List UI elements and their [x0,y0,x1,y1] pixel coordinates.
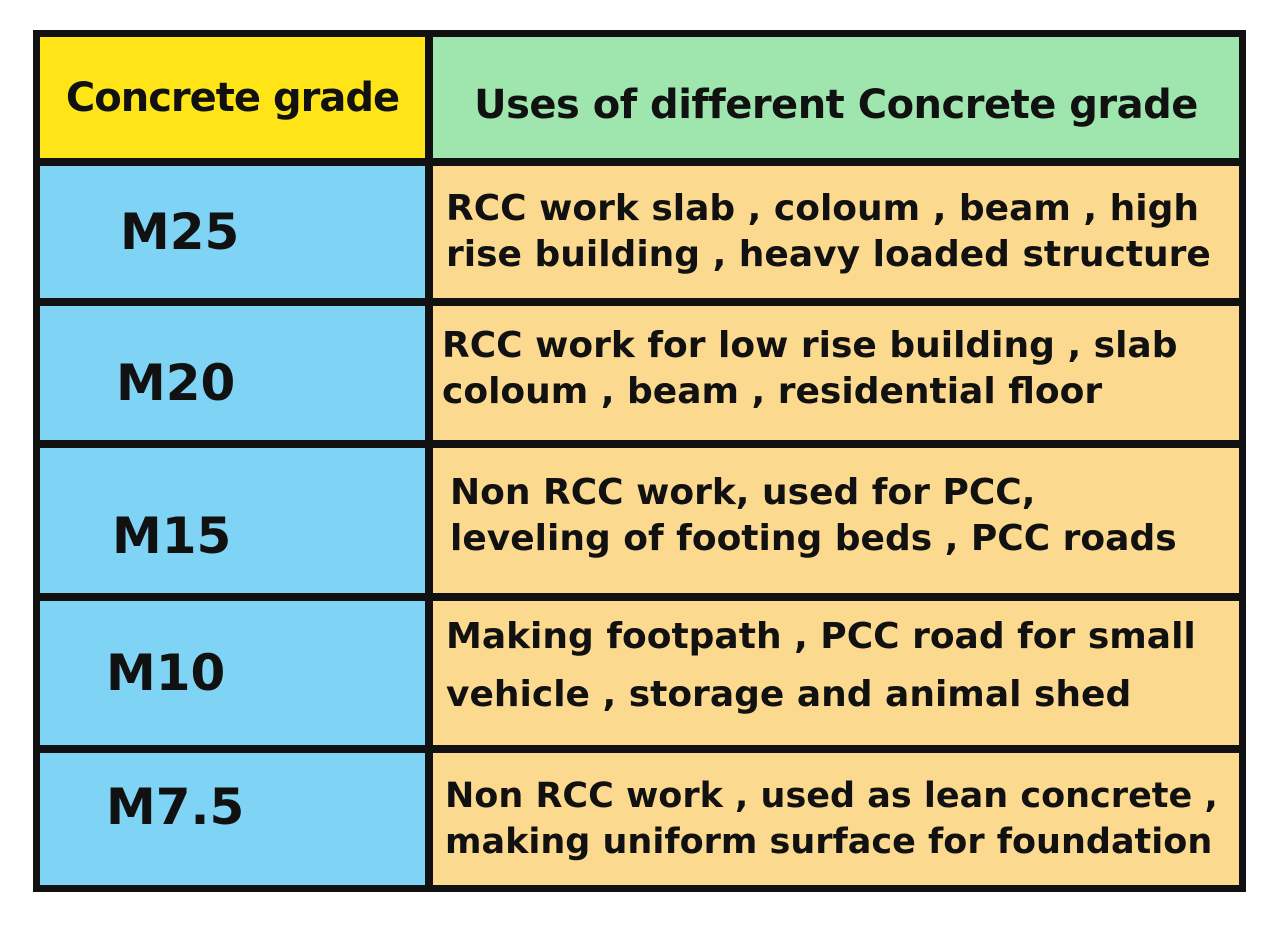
header-concrete-grade: Concrete grade [40,37,425,158]
grade-cell-m15: M15 [40,448,425,593]
uses-cell-m10: Making footpath , PCC road for small veh… [433,601,1239,745]
uses-cell-m25: RCC work slab , coloum , beam , high ris… [433,166,1239,298]
grade-cell-m10: M10 [40,601,425,745]
uses-line: Non RCC work , used as lean concrete , [445,776,1218,816]
uses-line: RCC work for low rise building , slab [442,325,1178,366]
grade-label: M15 [112,506,232,565]
uses-line: making uniform surface for foundation [445,822,1213,862]
uses-line: Non RCC work, used for PCC, [450,471,1036,513]
uses-line: rise building , heavy loaded structure [446,234,1211,275]
uses-cell-m15: Non RCC work, used for PCC, leveling of … [433,448,1239,593]
header-uses: Uses of different Concrete grade [433,37,1239,158]
grade-cell-m25: M25 [40,166,425,298]
uses-line: vehicle , storage and animal shed [446,674,1132,715]
uses-line: RCC work slab , coloum , beam , high [446,188,1200,229]
grade-label: M20 [116,354,236,412]
grade-label: M25 [120,203,240,261]
grade-cell-m20: M20 [40,306,425,440]
uses-line: Making footpath , PCC road for small [446,616,1196,657]
uses-cell-m20: RCC work for low rise building , slab co… [433,306,1239,440]
uses-cell-m7-5: Non RCC work , used as lean concrete , m… [433,753,1239,885]
grade-label: M10 [106,644,226,702]
uses-line: coloum , beam , residential floor [442,371,1103,412]
grade-label: M7.5 [106,778,245,836]
uses-line: leveling of footing beds , PCC roads [450,517,1177,559]
concrete-grade-table: Concrete grade Uses of different Concret… [33,30,1246,892]
grade-cell-m7-5: M7.5 [40,753,425,885]
